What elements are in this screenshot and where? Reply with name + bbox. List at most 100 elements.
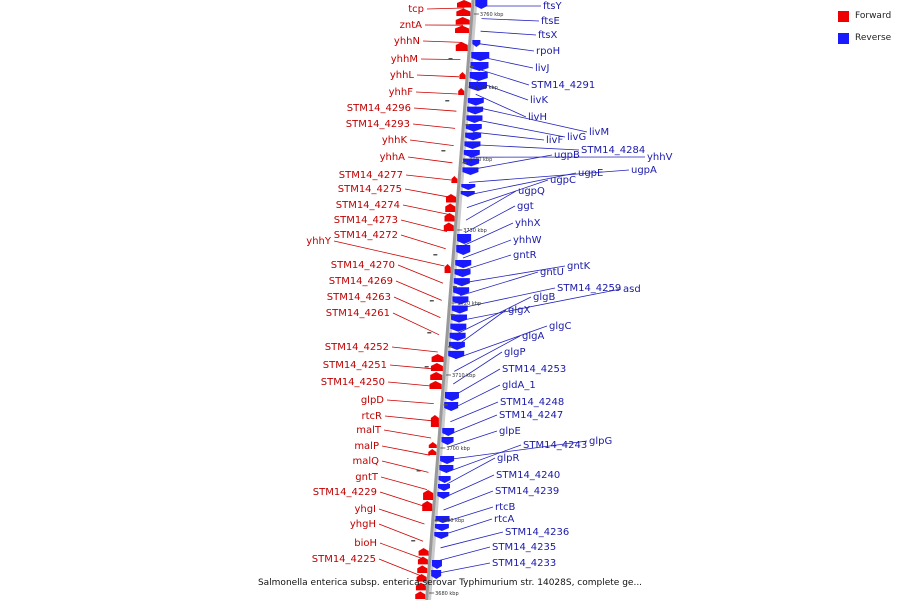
forward-gene-7-0 [431,354,444,362]
forward-leader-7 [412,123,456,129]
reverse-gene-label: livM [589,127,609,138]
scale-tick-label: 3720 kbp [458,301,482,307]
forward-leader-13 [400,219,448,232]
forward-gene-3-0 [458,88,465,95]
forward-leader-27 [381,460,429,473]
forward-gene-label: STM14_4261 [326,308,390,319]
forward-gene-11-5 [415,591,426,599]
forward-gene-label: STM14_4273 [334,215,398,226]
reverse-leader-19 [463,222,514,246]
forward-gene-label: STM14_4250 [321,377,385,388]
reverse-gene-label: yhhW [513,235,542,246]
forward-gene-label: STM14_4274 [336,200,400,211]
forward-gene-label: STM14_4225 [312,554,376,565]
reverse-gene-label: glgP [504,347,526,358]
reverse-gene-12-1 [431,570,442,579]
reverse-leader-31 [452,368,501,397]
forward-gene-5-0 [445,194,456,203]
reverse-leader-42 [441,518,493,536]
small-gene-mark-15 [434,520,439,522]
reverse-gene-12-0 [431,560,442,569]
small-gene-mark-5 [462,162,467,164]
forward-gene-8-0 [430,415,439,427]
forward-gene-label: yhgH [350,519,376,530]
reverse-gene-label: STM14_4236 [505,527,569,538]
forward-gene-label: glpD [361,395,384,406]
forward-gene-5-2 [444,213,455,222]
reverse-gene-11-1 [434,524,449,531]
reverse-leader-29 [454,335,521,372]
forward-leader-10 [405,174,452,181]
reverse-gene-label: gldA_1 [502,380,536,391]
reverse-gene-label: STM14_4233 [492,558,556,569]
small-gene-mark-6 [433,254,438,256]
reverse-gene-4-1 [460,191,475,197]
reverse-leader-43 [440,531,504,549]
reverse-gene-label: glgC [549,321,571,332]
reverse-gene-label: glpG [589,436,612,447]
reverse-leader-18 [464,205,516,234]
legend-forward: Forward [838,9,891,23]
small-gene-mark-3 [465,124,470,126]
reverse-leader-39 [444,474,495,498]
reverse-leader-2 [480,30,537,36]
forward-gene-label: yhhK [382,135,408,146]
forward-leader-21 [389,364,437,370]
forward-gene-label: STM14_4269 [329,276,393,287]
forward-leader-28 [380,476,428,490]
reverse-gene-1-0 [472,40,481,47]
backbone-line [425,0,475,600]
reverse-gene-6-3 [453,287,470,296]
reverse-gene-label: livK [530,95,548,106]
small-gene-mark-8 [429,300,434,302]
reverse-gene-9-0 [440,456,455,464]
forward-gene-label: STM14_4252 [325,342,389,353]
reverse-gene-label: livF [546,135,563,146]
reverse-leader-45 [438,562,491,574]
reverse-leader-38 [445,457,496,486]
reverse-gene-label: ugpQ [518,186,545,197]
small-gene-mark-12 [424,366,429,368]
small-gene-mark-16 [411,540,416,542]
forward-leader-18 [393,296,441,318]
forward-leader-32 [379,542,422,559]
forward-gene-label: yhhY [306,236,332,247]
reverse-leader-40 [443,490,494,511]
reverse-leader-15 [467,172,577,196]
forward-leader-26 [381,445,430,456]
reverse-leader-35 [448,430,498,448]
forward-leader-17 [395,280,442,301]
forward-gene-0-2 [455,17,470,25]
forward-gene-9-1 [428,449,437,455]
reverse-gene-label: STM14_4243 [523,440,587,451]
forward-gene-10-0 [423,490,434,500]
reverse-gene-10-1 [437,484,450,491]
small-gene-mark-14 [416,470,421,472]
reverse-gene-10-2 [437,492,450,499]
reverse-gene-label: yhhV [647,152,673,163]
reverse-gene-2-2 [469,72,488,81]
forward-gene-5-1 [445,203,456,212]
reverse-gene-label: gntR [513,250,537,261]
forward-gene-11-3 [416,574,427,582]
forward-gene-label: tcp [408,4,424,15]
forward-gene-11-1 [417,556,428,565]
forward-gene-7-1 [430,363,443,371]
small-gene-mark-1 [469,66,474,68]
forward-gene-6-0 [444,264,451,273]
forward-gene-label: malQ [352,456,379,467]
legend: Forward Reverse [838,9,891,53]
small-gene-mark-9 [450,314,455,316]
reverse-leader-32 [451,384,501,410]
reverse-gene-5-1 [456,245,471,255]
reverse-gene-8-0 [442,428,455,436]
reverse-gene-label: livH [528,112,547,123]
reverse-gene-label: STM14_4291 [531,80,595,91]
forward-gene-7-3 [429,381,442,389]
reverse-leader-37 [446,444,522,473]
forward-gene-11-4 [415,582,426,591]
reverse-leader-41 [442,506,494,523]
reverse-gene-3-5 [464,141,481,149]
reverse-leader-1 [481,18,540,22]
scale-tick-label: 3750 kbp [474,85,498,91]
